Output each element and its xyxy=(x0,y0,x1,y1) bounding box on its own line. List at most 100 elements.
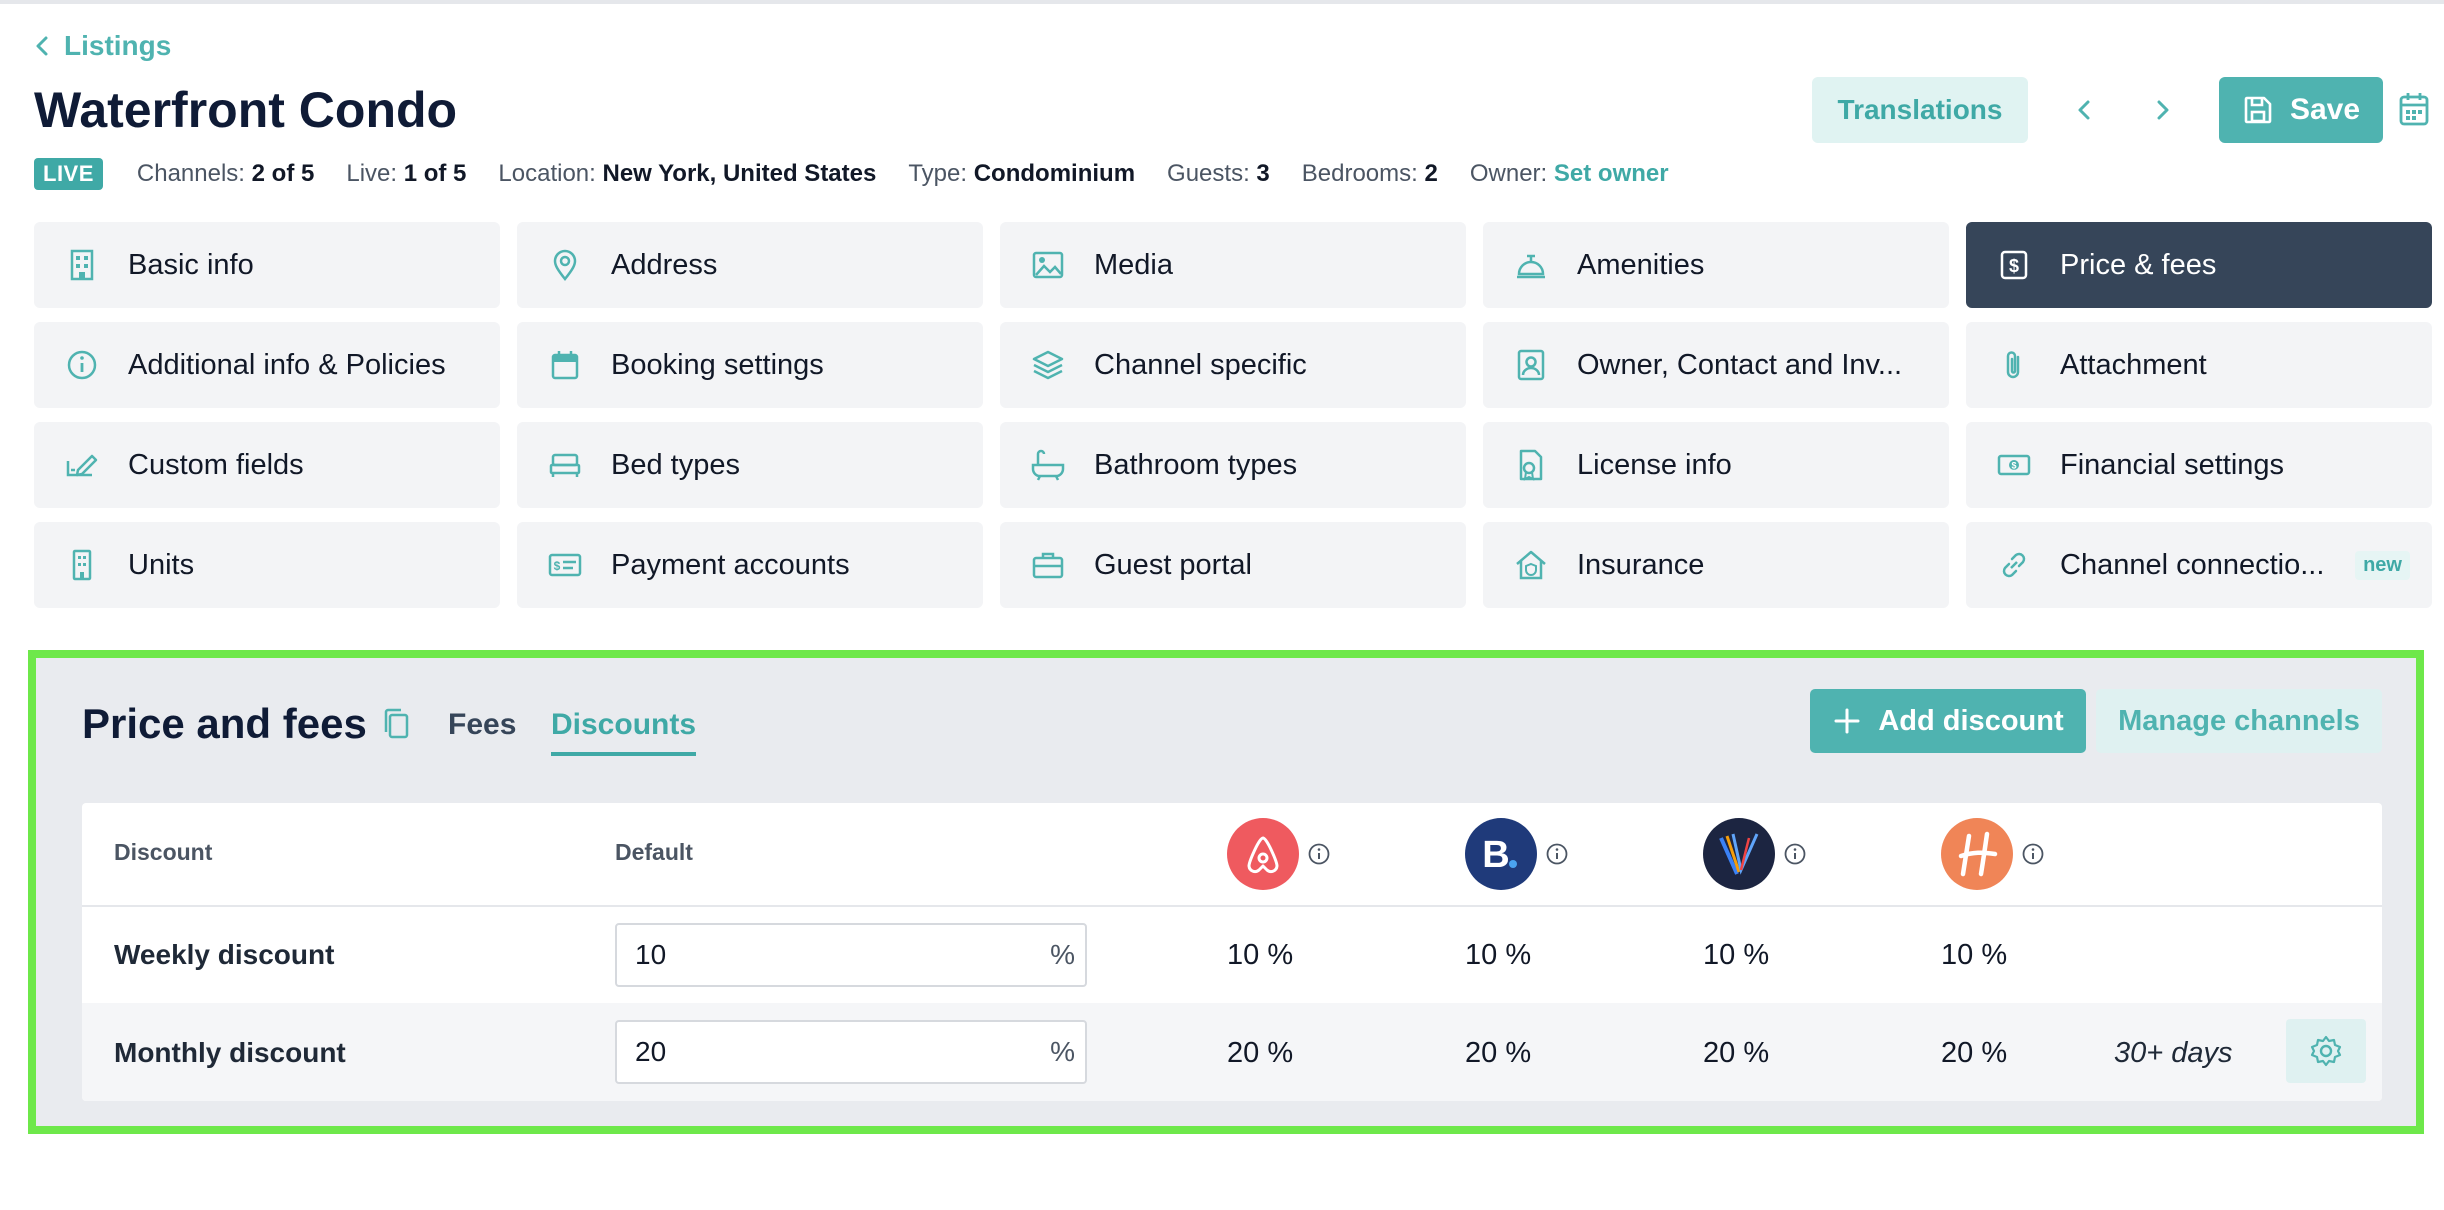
contact-icon xyxy=(1517,349,1545,381)
hostfully-monthly-value: 20 % xyxy=(1941,1037,2008,1069)
tile-amenities[interactable]: Amenities xyxy=(1483,222,1949,308)
info-icon[interactable] xyxy=(1783,842,1807,866)
svg-text:$: $ xyxy=(2011,461,2016,471)
booking-monthly-value: 20 % xyxy=(1465,1037,1532,1069)
tile-price-fees[interactable]: $ Price & fees xyxy=(1966,222,2432,308)
tile-address[interactable]: Address xyxy=(517,222,983,308)
image-icon xyxy=(1032,251,1064,279)
tile-label: Attachment xyxy=(2060,348,2207,381)
tile-label: Basic info xyxy=(128,248,254,281)
tile-label: Media xyxy=(1094,248,1173,281)
info-icon[interactable] xyxy=(1307,842,1331,866)
meta-type-value: Condominium xyxy=(973,160,1136,187)
tile-label: Channel specific xyxy=(1094,348,1307,381)
meta-guests-label: Guests: xyxy=(1167,160,1250,187)
weekly-discount-input[interactable] xyxy=(617,939,1017,971)
tab-fees[interactable]: Fees xyxy=(448,708,517,741)
meta-live-value: 1 of 5 xyxy=(403,160,467,187)
svg-text:$: $ xyxy=(2009,256,2019,276)
meta-guests: Guests: 3 xyxy=(1167,160,1270,188)
tile-additional-info[interactable]: Additional info & Policies xyxy=(34,322,500,408)
tab-discounts[interactable]: Discounts xyxy=(551,708,697,756)
channel-booking: B xyxy=(1465,818,1569,890)
tile-payment-accounts[interactable]: $ Payment accounts xyxy=(517,522,983,608)
copy-icon[interactable] xyxy=(381,707,411,741)
add-discount-label: Add discount xyxy=(1878,704,2064,737)
set-owner-link[interactable]: Set owner xyxy=(1553,160,1669,187)
monthly-discount-input[interactable] xyxy=(617,1036,1017,1068)
row-label-weekly-discount: Weekly discount xyxy=(114,939,335,970)
tile-bed-types[interactable]: Bed types xyxy=(517,422,983,508)
meta-owner-label: Owner: xyxy=(1469,160,1548,187)
row-label-monthly-discount: Monthly discount xyxy=(114,1037,346,1068)
building-icon xyxy=(70,249,94,281)
tile-label: Financial settings xyxy=(2060,448,2285,481)
listing-meta: LIVE Channels: 2 of 5 Live: 1 of 5 Locat… xyxy=(34,156,1701,192)
vrbo-monthly-value: 20 % xyxy=(1703,1037,1770,1069)
paperclip-icon xyxy=(2006,351,2020,379)
meta-live: Live: 1 of 5 xyxy=(346,160,466,188)
plus-icon xyxy=(1834,708,1860,734)
manage-channels-button[interactable]: Manage channels xyxy=(2096,689,2382,753)
tile-bathroom-types[interactable]: Bathroom types xyxy=(1000,422,1466,508)
layers-icon xyxy=(1032,350,1064,380)
save-label: Save xyxy=(2289,93,2361,126)
save-button[interactable]: Save xyxy=(2219,77,2383,143)
page-title: Waterfront Condo xyxy=(34,82,458,138)
banknote-icon: $ xyxy=(1997,454,2031,476)
tile-label: Payment accounts xyxy=(611,548,850,581)
tile-custom-fields[interactable]: Custom fields xyxy=(34,422,500,508)
channel-vrbo xyxy=(1703,818,1807,890)
info-icon[interactable] xyxy=(1545,842,1569,866)
panel-title-text: Price and fees xyxy=(82,700,367,747)
panel-title: Price and fees xyxy=(82,700,411,748)
monthly-discount-field: % xyxy=(615,1020,1087,1084)
tile-attachment[interactable]: Attachment xyxy=(1966,322,2432,408)
column-header-default: Default xyxy=(615,839,693,865)
tile-units[interactable]: Units xyxy=(34,522,500,608)
vrbo-weekly-value: 10 % xyxy=(1703,939,1770,971)
monthly-min-days: 30+ days xyxy=(2114,1037,2233,1069)
tile-label: Address xyxy=(611,248,718,281)
meta-location-label: Location: xyxy=(498,160,596,187)
payment-card-icon: $ xyxy=(548,553,582,577)
back-to-listings-link[interactable]: Listings xyxy=(34,28,171,64)
home-shield-icon xyxy=(1516,550,1546,580)
tile-channel-specific[interactable]: Channel specific xyxy=(1000,322,1466,408)
tile-booking-settings[interactable]: Booking settings xyxy=(517,322,983,408)
edit-field-icon xyxy=(66,454,98,477)
tile-label: Price & fees xyxy=(2060,248,2217,281)
calendar-icon[interactable] xyxy=(2398,91,2430,127)
tile-insurance[interactable]: Insurance xyxy=(1483,522,1949,608)
tile-media[interactable]: Media xyxy=(1000,222,1466,308)
previous-listing-button[interactable] xyxy=(2060,86,2108,134)
meta-live-label: Live: xyxy=(346,160,398,187)
back-label: Listings xyxy=(64,30,172,61)
briefcase-icon xyxy=(1032,552,1064,579)
tile-basic-info[interactable]: Basic info xyxy=(34,222,500,308)
tile-label: Guest portal xyxy=(1094,548,1252,581)
top-divider xyxy=(0,0,2444,4)
chevron-right-icon xyxy=(2157,100,2169,120)
percent-unit: % xyxy=(1050,939,1075,970)
tile-channel-connections[interactable]: Channel connectio... new xyxy=(1966,522,2432,608)
info-icon[interactable] xyxy=(2021,842,2045,866)
add-discount-button[interactable]: Add discount xyxy=(1810,689,2086,753)
meta-channels: Channels: 2 of 5 xyxy=(137,160,314,188)
translations-button[interactable]: Translations xyxy=(1812,77,2028,143)
tile-financial-settings[interactable]: $ Financial settings xyxy=(1966,422,2432,508)
meta-bedrooms-label: Bedrooms: xyxy=(1301,160,1418,187)
tile-license-info[interactable]: License info xyxy=(1483,422,1949,508)
monthly-discount-settings-button[interactable] xyxy=(2286,1019,2366,1083)
units-icon xyxy=(72,549,92,581)
column-header-discount: Discount xyxy=(114,839,213,865)
next-listing-button[interactable] xyxy=(2139,86,2187,134)
tile-owner-contact[interactable]: Owner, Contact and Inv... xyxy=(1483,322,1949,408)
tile-label: Booking settings xyxy=(611,348,824,381)
license-icon xyxy=(1519,449,1543,481)
meta-location: Location: New York, United States xyxy=(498,160,876,188)
meta-channels-label: Channels: xyxy=(136,160,245,187)
tile-guest-portal[interactable]: Guest portal xyxy=(1000,522,1466,608)
channel-airbnb xyxy=(1227,818,1331,890)
tile-label: Insurance xyxy=(1577,548,1705,581)
